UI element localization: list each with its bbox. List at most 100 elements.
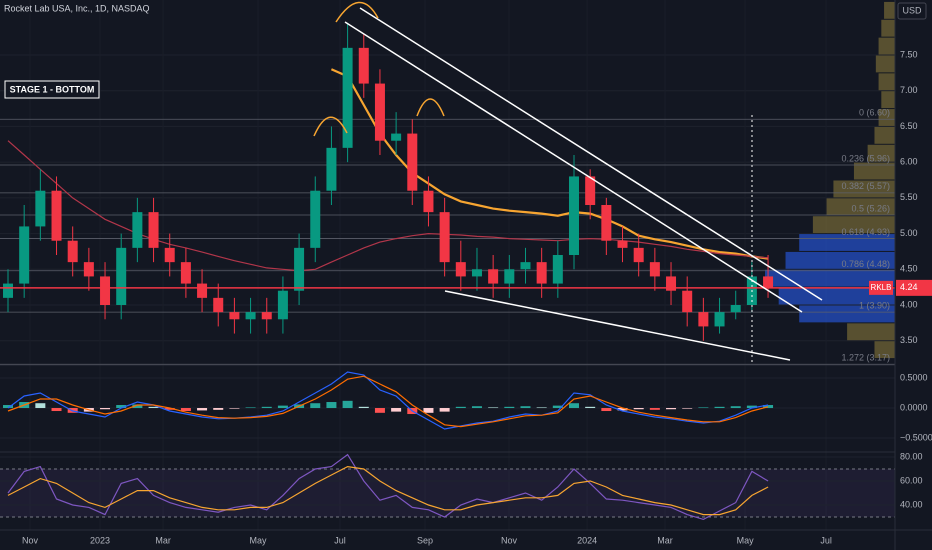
- candle-body: [180, 262, 191, 284]
- x-tick-label: May: [737, 535, 755, 545]
- macd-bar: [471, 406, 482, 409]
- candle-body: [423, 190, 434, 213]
- candle-body: [536, 262, 547, 284]
- candle-body: [116, 247, 127, 305]
- fib-label: 0 (6.60): [859, 108, 890, 118]
- macd-bar: [423, 408, 434, 413]
- y-tick-label: 7.00: [900, 85, 918, 95]
- candle-body: [471, 269, 482, 277]
- volume-profile-bar: [785, 251, 895, 269]
- currency-box: [897, 2, 927, 20]
- y-tick-label: 5.50: [900, 192, 918, 202]
- y-tick-label: 4.50: [900, 264, 918, 274]
- volume-profile-bar: [874, 341, 895, 359]
- volume-profile-bar: [875, 55, 895, 73]
- macd-bar: [342, 400, 353, 409]
- arc: [313, 116, 348, 137]
- macd-bar: [552, 405, 563, 409]
- macd-bar: [277, 405, 288, 409]
- macd-bar: [3, 405, 14, 409]
- candle-body: [261, 312, 272, 320]
- volume-profile-bar: [874, 126, 895, 144]
- y-tick-label: 0.5000: [900, 372, 928, 382]
- macd-bar: [746, 405, 757, 409]
- candle-body: [229, 312, 240, 320]
- macd-bar: [682, 408, 693, 409]
- price-box: [896, 279, 932, 296]
- y-tick-label: 0.0000: [900, 402, 928, 412]
- macd-bar: [649, 408, 660, 410]
- volume-profile-bar: [867, 144, 895, 162]
- macd-bar: [374, 408, 385, 413]
- fib-label: 0.5 (5.26): [851, 203, 890, 213]
- macd-bar: [310, 403, 321, 409]
- y-tick-label: 80.00: [900, 451, 923, 461]
- candle-body: [601, 205, 612, 241]
- macd-bar: [488, 407, 499, 409]
- macd-bar: [358, 406, 369, 409]
- fib-label: 1 (3.90): [859, 301, 890, 311]
- candle-body: [197, 283, 208, 298]
- macd-bar: [730, 406, 741, 409]
- candle-body: [3, 283, 14, 298]
- candle-body: [488, 269, 499, 284]
- candle-body: [132, 212, 143, 248]
- line: [7, 453, 769, 521]
- macd-bar: [455, 406, 466, 409]
- candle-body: [763, 276, 774, 288]
- trendline: [344, 21, 803, 313]
- candle-body: [374, 83, 385, 141]
- volume-profile-bar: [799, 305, 895, 323]
- candle-body: [585, 176, 596, 205]
- macd-bar: [666, 408, 677, 410]
- macd-bar: [763, 405, 774, 409]
- macd-bar: [520, 406, 531, 409]
- candle-body: [213, 297, 224, 313]
- macd-bar: [504, 406, 515, 409]
- candle-body: [67, 240, 78, 263]
- candle-body: [164, 247, 175, 263]
- macd-bar: [391, 408, 402, 412]
- x-tick-label: Nov: [22, 535, 39, 545]
- candle-body: [342, 47, 353, 148]
- ticker: RKLB: [871, 283, 892, 292]
- candle-body: [245, 312, 256, 320]
- candle-body: [552, 255, 563, 284]
- candle-body: [666, 276, 677, 291]
- fib-label: 0.236 (5.96): [841, 153, 890, 163]
- macd-bar: [213, 408, 224, 410]
- line: [7, 371, 769, 430]
- macd-bar: [439, 408, 450, 412]
- x-tick-label: Mar: [155, 535, 171, 545]
- x-tick-label: May: [250, 535, 268, 545]
- macd-bar: [100, 408, 111, 410]
- candle-body: [633, 247, 644, 263]
- y-tick-label: −0.5000: [900, 432, 932, 442]
- candle-body: [294, 247, 305, 291]
- candle-body: [358, 47, 369, 84]
- fib-label: 0.382 (5.57): [841, 181, 890, 191]
- trendline: [359, 7, 823, 301]
- macd-bar: [51, 408, 62, 412]
- arc: [416, 98, 445, 117]
- candle-body: [730, 305, 741, 313]
- volume-profile-bar: [812, 216, 895, 234]
- macd-bar: [261, 406, 272, 409]
- candle-body: [83, 262, 94, 277]
- volume-profile-bar: [878, 37, 895, 55]
- x-tick-label: 2023: [90, 535, 110, 545]
- candle-body: [35, 190, 46, 227]
- candle-body: [100, 276, 111, 305]
- volume-profile-bar: [853, 162, 895, 180]
- line: [7, 465, 769, 516]
- y-tick-label: 3.50: [900, 335, 918, 345]
- macd-bar: [536, 407, 547, 409]
- candle-body: [504, 269, 515, 284]
- candle-body: [326, 147, 337, 191]
- volume-profile-bar: [878, 109, 895, 126]
- y-tick-label: 7.50: [900, 49, 918, 59]
- macd-bar: [164, 408, 175, 410]
- y-tick-label: 4.00: [900, 299, 918, 309]
- candle-body: [148, 212, 159, 248]
- x-tick-label: 2024: [577, 535, 597, 545]
